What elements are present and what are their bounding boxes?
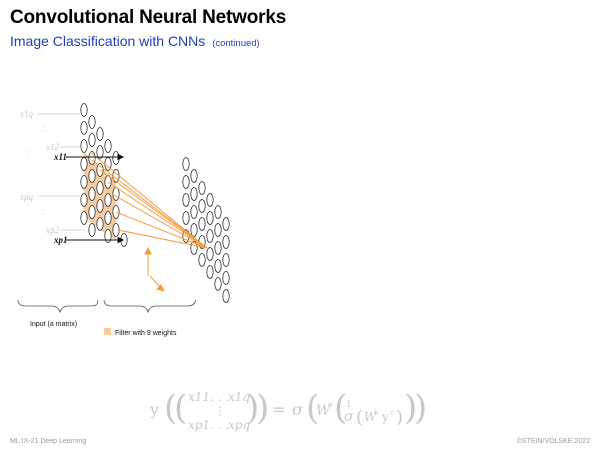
svg-text:⋮: ⋮ bbox=[214, 404, 226, 418]
cnn-diagram: x1q ∴ ⋮ x12 x11 xpq ∴ xp2 xp1 Input (a m… bbox=[17, 103, 230, 337]
label-xpq: xpq bbox=[19, 192, 33, 202]
input-label-arrows bbox=[66, 153, 125, 244]
svg-text:1: 1 bbox=[346, 400, 352, 410]
legend-label-filter: Filter with 9 weights bbox=[115, 330, 177, 337]
braces bbox=[17, 299, 197, 314]
brace-label-input: Input (a matrix) bbox=[30, 321, 77, 328]
svg-text:σ: σ bbox=[292, 400, 304, 419]
svg-text:=: = bbox=[272, 400, 285, 419]
label-x1q: x1q bbox=[19, 109, 33, 119]
svg-text:x1q: x1q bbox=[228, 390, 250, 404]
footer-left: ML:IX-21 Deep Learning bbox=[10, 438, 87, 445]
svg-text:W: W bbox=[364, 410, 378, 424]
filter-connections bbox=[89, 151, 208, 249]
label-x11: x11 bbox=[53, 152, 67, 162]
subtitle-text: Image Classification with CNNs bbox=[10, 33, 206, 49]
svg-text:(: ( bbox=[356, 407, 363, 428]
svg-text:): ) bbox=[396, 407, 403, 428]
svg-text:h: h bbox=[374, 409, 379, 417]
svg-text:(: ( bbox=[306, 388, 319, 428]
svg-text:xp1: xp1 bbox=[188, 418, 210, 432]
svg-text:(: ( bbox=[164, 388, 177, 428]
svg-text:): ) bbox=[246, 388, 259, 428]
svg-text:(: ( bbox=[174, 388, 187, 428]
svg-text:y: y bbox=[381, 410, 389, 424]
svg-text:W: W bbox=[316, 403, 332, 419]
formula: y ( ( x11 . . . x1q ⋮ xp1 . . . xpq ) ) … bbox=[149, 385, 470, 439]
legend-swatch-filter bbox=[104, 328, 111, 335]
svg-text:xpq: xpq bbox=[228, 418, 250, 432]
svg-text:x11: x11 bbox=[188, 390, 210, 404]
svg-text:y: y bbox=[150, 400, 159, 419]
svg-text:(: ( bbox=[334, 388, 347, 428]
shift-arrows bbox=[144, 246, 165, 292]
subtitle-note: (continued) bbox=[212, 38, 260, 49]
svg-text:∴: ∴ bbox=[40, 125, 46, 134]
svg-text:): ) bbox=[256, 388, 269, 428]
input-label-lines bbox=[38, 113, 84, 231]
slide-title: Convolutional Neural Networks bbox=[10, 7, 287, 28]
label-xp1: xp1 bbox=[53, 235, 68, 245]
svg-text:σ: σ bbox=[344, 409, 354, 425]
svg-text:c: c bbox=[390, 409, 394, 417]
svg-text:∴: ∴ bbox=[40, 208, 46, 217]
footer-right: ©STEIN/VÖLSKE 2022 bbox=[516, 438, 590, 445]
output-layer bbox=[182, 157, 230, 303]
svg-text:o: o bbox=[328, 400, 333, 409]
svg-text:. . .: . . . bbox=[210, 390, 229, 404]
svg-text:): ) bbox=[404, 388, 417, 428]
svg-text:⋮: ⋮ bbox=[24, 149, 32, 158]
label-xp2: xp2 bbox=[45, 225, 59, 235]
label-x12: x12 bbox=[45, 142, 59, 152]
svg-text:. . .: . . . bbox=[210, 418, 229, 432]
input-labels: x1q ∴ ⋮ x12 x11 xpq ∴ xp2 xp1 bbox=[19, 109, 68, 245]
svg-text:): ) bbox=[414, 388, 427, 428]
slide-subtitle: Image Classification with CNNs (continue… bbox=[10, 33, 260, 49]
